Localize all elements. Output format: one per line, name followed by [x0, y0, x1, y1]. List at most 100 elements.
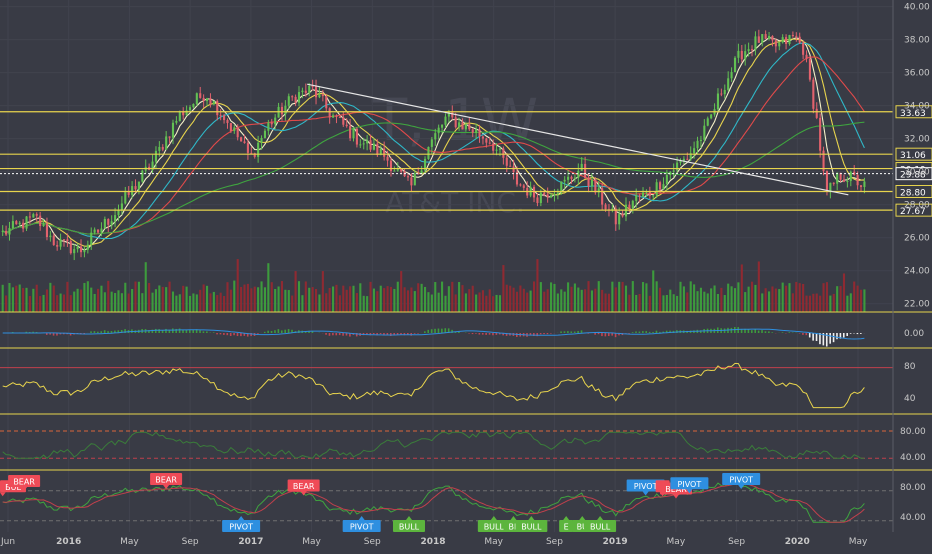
candle-body[interactable]	[438, 128, 440, 133]
candle-body[interactable]	[591, 180, 593, 187]
candle-body[interactable]	[305, 91, 307, 93]
candle-body[interactable]	[802, 43, 804, 55]
candle-body[interactable]	[553, 194, 555, 195]
candle-body[interactable]	[594, 180, 596, 193]
candle-body[interactable]	[809, 59, 811, 80]
candle-body[interactable]	[693, 148, 695, 153]
candle-body[interactable]	[778, 42, 780, 46]
candle-body[interactable]	[805, 55, 807, 59]
candle-body[interactable]	[369, 140, 371, 149]
candle-body[interactable]	[220, 115, 222, 116]
candle-body[interactable]	[397, 169, 399, 171]
candle-body[interactable]	[223, 115, 225, 120]
candle-body[interactable]	[257, 143, 259, 157]
candle-body[interactable]	[857, 175, 859, 185]
candle-body[interactable]	[812, 80, 814, 109]
candle-body[interactable]	[12, 221, 14, 228]
candle-body[interactable]	[301, 91, 303, 92]
candle-body[interactable]	[165, 136, 167, 149]
candle-body[interactable]	[427, 147, 429, 159]
candle-body[interactable]	[673, 170, 675, 171]
candle-body[interactable]	[247, 143, 249, 153]
candle-body[interactable]	[771, 36, 773, 40]
candle-body[interactable]	[390, 161, 392, 171]
candle-body[interactable]	[465, 124, 467, 129]
candle-body[interactable]	[472, 129, 474, 132]
candle-body[interactable]	[308, 86, 310, 93]
candle-body[interactable]	[192, 104, 194, 107]
candle-body[interactable]	[373, 144, 375, 150]
candle-body[interactable]	[131, 186, 133, 195]
candle-body[interactable]	[829, 183, 831, 192]
candle-body[interactable]	[94, 230, 96, 233]
candle-body[interactable]	[686, 159, 688, 160]
candle-body[interactable]	[468, 124, 470, 129]
candle-body[interactable]	[267, 123, 269, 131]
candle-body[interactable]	[632, 201, 634, 209]
candle-body[interactable]	[540, 193, 542, 203]
candle-body[interactable]	[179, 112, 181, 121]
candle-body[interactable]	[158, 147, 160, 151]
candle-body[interactable]	[581, 164, 583, 171]
candle-body[interactable]	[754, 36, 756, 49]
candle-body[interactable]	[836, 173, 838, 184]
candle-body[interactable]	[104, 219, 106, 229]
candle-body[interactable]	[332, 115, 334, 117]
candle-body[interactable]	[100, 229, 102, 233]
candle-body[interactable]	[325, 96, 327, 108]
candle-body[interactable]	[387, 157, 389, 161]
candle-body[interactable]	[611, 209, 613, 210]
candle-body[interactable]	[724, 90, 726, 94]
candle-body[interactable]	[676, 163, 678, 171]
candle-body[interactable]	[213, 101, 215, 105]
candle-body[interactable]	[550, 195, 552, 197]
candle-body[interactable]	[70, 241, 72, 253]
candle-body[interactable]	[315, 87, 317, 98]
candle-body[interactable]	[83, 250, 85, 252]
candle-body[interactable]	[744, 51, 746, 59]
candle-body[interactable]	[850, 172, 852, 181]
candle-body[interactable]	[49, 236, 51, 237]
candle-body[interactable]	[400, 169, 402, 171]
candle-body[interactable]	[461, 122, 463, 129]
candle-body[interactable]	[707, 118, 709, 125]
candle-body[interactable]	[523, 185, 525, 188]
candle-body[interactable]	[506, 158, 508, 166]
candle-body[interactable]	[77, 246, 79, 249]
candle-body[interactable]	[533, 187, 535, 198]
candle-body[interactable]	[203, 98, 205, 101]
candle-body[interactable]	[536, 197, 538, 203]
candle-body[interactable]	[29, 216, 31, 217]
candle-body[interactable]	[502, 149, 504, 158]
candle-body[interactable]	[788, 35, 790, 44]
candle-body[interactable]	[114, 215, 116, 221]
candle-body[interactable]	[264, 131, 266, 138]
candle-body[interactable]	[199, 93, 201, 98]
candle-body[interactable]	[39, 216, 41, 226]
candle-body[interactable]	[434, 133, 436, 139]
candle-body[interactable]	[737, 51, 739, 58]
candle-body[interactable]	[863, 182, 865, 187]
candle-body[interactable]	[826, 171, 828, 191]
candle-body[interactable]	[628, 205, 630, 209]
candle-body[interactable]	[758, 36, 760, 42]
candle-body[interactable]	[605, 205, 607, 210]
candle-body[interactable]	[741, 51, 743, 59]
candle-body[interactable]	[2, 231, 4, 232]
candle-body[interactable]	[751, 49, 753, 50]
candle-body[interactable]	[615, 209, 617, 225]
candle-body[interactable]	[574, 178, 576, 179]
candle-body[interactable]	[761, 34, 763, 43]
candle-body[interactable]	[73, 249, 75, 253]
candle-body[interactable]	[734, 58, 736, 72]
candle-body[interactable]	[237, 127, 239, 137]
candle-body[interactable]	[124, 192, 126, 204]
candle-body[interactable]	[489, 143, 491, 144]
candle-body[interactable]	[346, 125, 348, 126]
candle-body[interactable]	[652, 195, 654, 196]
candle-body[interactable]	[846, 181, 848, 182]
candle-body[interactable]	[775, 40, 777, 46]
candle-body[interactable]	[63, 239, 65, 240]
